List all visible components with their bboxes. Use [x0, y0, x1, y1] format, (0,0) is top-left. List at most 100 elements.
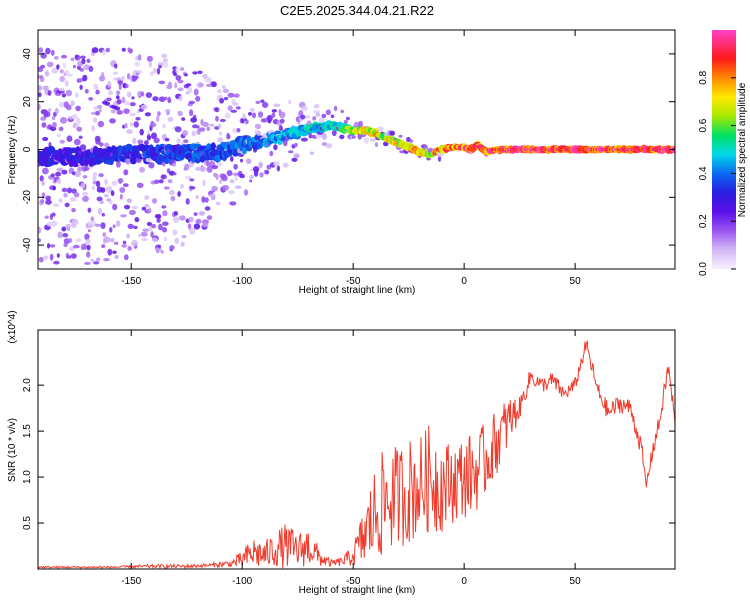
heatmap-cell: [242, 113, 246, 120]
heatmap-cell: [84, 166, 90, 171]
heatmap-cell: [154, 179, 160, 185]
heatmap-cell: [271, 109, 277, 113]
heatmap-cell: [87, 220, 91, 227]
heatmap-cell: [58, 87, 65, 92]
heatmap-cell: [574, 148, 576, 151]
heatmap-cell: [164, 96, 168, 101]
heatmap-cell: [261, 101, 269, 108]
heatmap-cell: [110, 109, 116, 114]
heatmap-cell: [518, 148, 520, 151]
heatmap-cell: [82, 74, 88, 82]
heatmap-cell: [40, 64, 46, 69]
heatmap-cell: [523, 148, 526, 151]
heatmap-cell: [145, 92, 153, 98]
heatmap-cell: [158, 179, 164, 184]
heatmap-cell: [124, 254, 129, 261]
heatmap-cell: [144, 204, 150, 208]
heatmap-cell: [579, 148, 582, 151]
heatmap-cell: [103, 236, 111, 244]
heatmap-cell: [137, 139, 144, 145]
heatmap-cell: [230, 156, 234, 162]
heatmap-cell: [138, 233, 142, 237]
heatmap-cell: [95, 138, 101, 145]
heatmap-cell: [189, 178, 195, 182]
heatmap-cell: [86, 58, 91, 64]
heatmap-cell: [82, 195, 89, 202]
heatmap-cell: [69, 197, 77, 202]
heatmap-cell: [75, 238, 82, 243]
heatmap-cell: [262, 132, 268, 139]
heatmap-cell: [131, 240, 138, 247]
heatmap-cell: [64, 202, 70, 208]
snr-panel: -150 -100 -50 0 50 0.5 1.0 1.5 2.0 Height of st…: [7, 310, 676, 596]
heatmap-cell: [233, 93, 240, 98]
heatmap-cell: [48, 108, 52, 112]
heatmap-cell: [331, 129, 337, 137]
heatmap-cell: [188, 216, 194, 223]
heatmap-cell: [126, 198, 133, 203]
figure-title: C2E5.2025.344.04.21.R22: [280, 3, 434, 18]
heatmap-cell: [105, 101, 110, 106]
heatmap-cell: [121, 244, 128, 248]
heatmap-cell: [152, 67, 157, 74]
heatmap-cell: [197, 70, 203, 75]
heatmap-cell: [240, 158, 243, 163]
heatmap-cell: [78, 135, 83, 139]
heatmap-cell: [616, 148, 619, 151]
heatmap-cell: [502, 148, 504, 151]
y-tick-label: 0: [22, 146, 33, 152]
heatmap-cell: [325, 109, 331, 116]
heatmap-cell: [122, 183, 129, 188]
heatmap-cell: [236, 128, 241, 133]
heatmap-cell: [315, 112, 321, 117]
heatmap-cell: [161, 227, 168, 233]
heatmap-cell: [151, 223, 157, 229]
heatmap-cell: [305, 115, 311, 119]
heatmap-cell: [632, 148, 635, 151]
heatmap-cell: [140, 231, 148, 237]
heatmap-cell: [74, 54, 79, 60]
heatmap-cell: [664, 148, 667, 151]
heatmap-cell: [568, 148, 571, 151]
y-tick-label: 20: [22, 96, 33, 108]
heatmap-cell: [199, 83, 204, 87]
heatmap-cell: [65, 89, 73, 97]
colorbar-label: Normalized spectral amplitude: [737, 82, 748, 217]
heatmap-cell: [185, 198, 190, 205]
heatmap-cell: [635, 148, 637, 151]
heatmap-cell: [266, 164, 272, 170]
heatmap-cell: [127, 47, 131, 52]
heatmap-cell: [98, 108, 102, 113]
heatmap-cell: [81, 191, 89, 196]
heatmap-cell: [117, 80, 124, 85]
heatmap-cell: [254, 123, 261, 130]
heatmap-cell: [116, 110, 123, 115]
heatmap-cell: [162, 221, 169, 226]
heatmap-cell: [107, 80, 112, 88]
heatmap-cell: [88, 65, 94, 72]
heatmap-cell: [38, 256, 44, 263]
colorbar-tick-label: 0.2: [698, 214, 709, 228]
heatmap-cell: [115, 161, 121, 168]
y-tick-label: -20: [22, 190, 33, 205]
heatmap-cell: [38, 226, 42, 234]
snr-y-ticks: 0.5 1.0 1.5 2.0: [22, 378, 675, 530]
heatmap-cell: [74, 92, 79, 98]
heatmap-cell: [161, 53, 168, 59]
heatmap-cell: [152, 96, 159, 102]
heatmap-cell: [54, 92, 62, 96]
heatmap-cell: [340, 109, 345, 114]
heatmap-cell: [195, 166, 201, 171]
heatmap-cell: [66, 73, 73, 77]
heatmap-cell: [301, 105, 308, 111]
heatmap-cell: [226, 170, 233, 177]
heatmap-cell: [49, 244, 56, 248]
heatmap-cell: [526, 148, 528, 151]
x-tick-label: -100: [232, 576, 252, 587]
x-tick-label: -150: [121, 276, 141, 287]
heatmap-cell: [260, 99, 265, 103]
heatmap-cell: [252, 166, 260, 173]
heatmap-cell: [38, 92, 42, 98]
heatmap-cell: [144, 140, 149, 146]
heatmap-cell: [219, 118, 226, 123]
